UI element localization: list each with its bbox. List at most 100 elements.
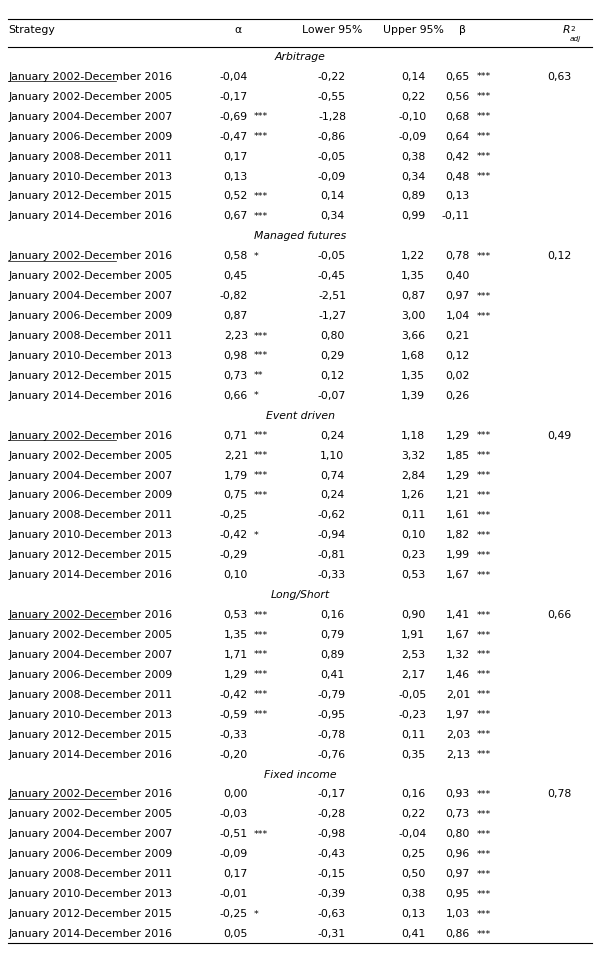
Text: January 2010-December 2013: January 2010-December 2013 — [8, 530, 172, 540]
Text: 0,93: 0,93 — [446, 789, 470, 800]
Text: 0,86: 0,86 — [446, 929, 470, 939]
Text: 0,24: 0,24 — [320, 490, 344, 501]
Text: January 2004-December 2007: January 2004-December 2007 — [8, 650, 172, 660]
Text: 1,22: 1,22 — [401, 251, 425, 261]
Text: -0,42: -0,42 — [220, 690, 248, 700]
Text: -0,01: -0,01 — [220, 889, 248, 900]
Text: January 2008-December 2011: January 2008-December 2011 — [8, 690, 172, 700]
Text: ***: *** — [477, 152, 491, 161]
Text: January 2002-December 2005: January 2002-December 2005 — [8, 451, 172, 460]
Text: ***: *** — [254, 132, 268, 141]
Text: 0,71: 0,71 — [224, 431, 248, 441]
Text: ***: *** — [254, 670, 268, 679]
Text: -0,51: -0,51 — [220, 830, 248, 839]
Text: 1,29: 1,29 — [446, 431, 470, 441]
Text: ***: *** — [254, 112, 268, 121]
Text: α: α — [235, 25, 242, 35]
Text: -2,51: -2,51 — [318, 292, 346, 301]
Text: ***: *** — [254, 830, 268, 839]
Text: -0,28: -0,28 — [318, 809, 346, 819]
Text: 2,17: 2,17 — [401, 670, 425, 680]
Text: ***: *** — [254, 491, 268, 500]
Text: January 2012-December 2015: January 2012-December 2015 — [8, 550, 172, 560]
Text: 3,66: 3,66 — [401, 331, 425, 341]
Text: 0,50: 0,50 — [401, 869, 425, 879]
Text: 0,97: 0,97 — [446, 292, 470, 301]
Text: 0,14: 0,14 — [320, 192, 344, 201]
Text: -0,31: -0,31 — [318, 929, 346, 939]
Text: 0,96: 0,96 — [446, 850, 470, 859]
Text: -0,78: -0,78 — [318, 730, 346, 739]
Text: -1,27: -1,27 — [318, 311, 346, 321]
Text: 1,67: 1,67 — [446, 571, 470, 580]
Text: 0,78: 0,78 — [446, 251, 470, 261]
Text: 1,29: 1,29 — [446, 471, 470, 480]
Text: 0,90: 0,90 — [401, 610, 425, 620]
Text: ***: *** — [477, 571, 491, 580]
Text: ***: *** — [477, 92, 491, 102]
Text: -0,09: -0,09 — [318, 172, 346, 181]
Text: 1,71: 1,71 — [224, 650, 248, 660]
Text: *: * — [254, 391, 259, 400]
Text: 1,04: 1,04 — [446, 311, 470, 321]
Text: 1,10: 1,10 — [320, 451, 344, 460]
Text: Event driven: Event driven — [265, 410, 335, 421]
Text: 0,42: 0,42 — [446, 152, 470, 162]
Text: January 2012-December 2015: January 2012-December 2015 — [8, 730, 172, 739]
Text: ***: *** — [254, 351, 268, 361]
Text: January 2006-December 2009: January 2006-December 2009 — [8, 131, 172, 142]
Text: 0,89: 0,89 — [320, 650, 344, 660]
Text: ***: *** — [477, 790, 491, 799]
Text: -0,39: -0,39 — [318, 889, 346, 900]
Text: 0,45: 0,45 — [224, 271, 248, 281]
Text: 1,99: 1,99 — [446, 550, 470, 560]
Text: ***: *** — [254, 711, 268, 719]
Text: January 2010-December 2013: January 2010-December 2013 — [8, 889, 172, 900]
Text: ***: *** — [477, 870, 491, 878]
Text: ***: *** — [477, 292, 491, 301]
Text: 1,46: 1,46 — [446, 670, 470, 680]
Text: January 2002-December 2016: January 2002-December 2016 — [8, 431, 172, 441]
Text: 0,89: 0,89 — [401, 192, 425, 201]
Text: January 2014-December 2016: January 2014-December 2016 — [8, 571, 172, 580]
Text: 0,98: 0,98 — [224, 351, 248, 361]
Text: Lower 95%: Lower 95% — [302, 25, 362, 35]
Text: -0,63: -0,63 — [318, 909, 346, 919]
Text: January 2008-December 2011: January 2008-December 2011 — [8, 331, 172, 341]
Text: ***: *** — [477, 730, 491, 739]
Text: ***: *** — [477, 112, 491, 121]
Text: $R$: $R$ — [562, 23, 571, 35]
Text: -0,55: -0,55 — [318, 92, 346, 102]
Text: 2,84: 2,84 — [401, 471, 425, 480]
Text: -0,09: -0,09 — [399, 131, 427, 142]
Text: 0,10: 0,10 — [224, 571, 248, 580]
Text: January 2006-December 2009: January 2006-December 2009 — [8, 490, 172, 501]
Text: 0,11: 0,11 — [401, 510, 425, 521]
Text: 0,00: 0,00 — [223, 789, 248, 800]
Text: ***: *** — [477, 312, 491, 320]
Text: ***: *** — [254, 432, 268, 440]
Text: 2,01: 2,01 — [446, 690, 470, 700]
Text: 1,26: 1,26 — [401, 490, 425, 501]
Text: 0,21: 0,21 — [446, 331, 470, 341]
Text: 0,74: 0,74 — [320, 471, 344, 480]
Text: -0,10: -0,10 — [399, 112, 427, 122]
Text: 2,03: 2,03 — [446, 730, 470, 739]
Text: 0,34: 0,34 — [401, 172, 425, 181]
Text: ***: *** — [254, 690, 268, 699]
Text: ***: *** — [254, 332, 268, 340]
Text: Arbitrage: Arbitrage — [275, 52, 325, 62]
Text: -0,20: -0,20 — [220, 750, 248, 760]
Text: ***: *** — [477, 690, 491, 699]
Text: 1,35: 1,35 — [401, 271, 425, 281]
Text: January 2002-December 2016: January 2002-December 2016 — [8, 72, 172, 82]
Text: 0,13: 0,13 — [224, 172, 248, 181]
Text: 0,29: 0,29 — [320, 351, 344, 361]
Text: ***: *** — [477, 611, 491, 620]
Text: 0,22: 0,22 — [401, 809, 425, 819]
Text: -0,07: -0,07 — [318, 391, 346, 401]
Text: ***: *** — [477, 830, 491, 839]
Text: -1,28: -1,28 — [318, 112, 346, 122]
Text: 1,97: 1,97 — [446, 710, 470, 720]
Text: 1,67: 1,67 — [446, 630, 470, 640]
